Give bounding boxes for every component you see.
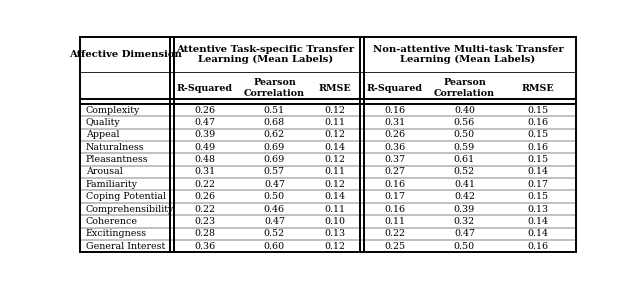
Text: 0.12: 0.12 xyxy=(324,155,345,164)
Text: Familiarity: Familiarity xyxy=(86,180,138,189)
Text: 0.69: 0.69 xyxy=(264,143,285,152)
Text: 0.31: 0.31 xyxy=(195,167,216,176)
Text: 0.23: 0.23 xyxy=(195,217,216,226)
Text: 0.22: 0.22 xyxy=(195,180,216,189)
Text: 0.49: 0.49 xyxy=(195,143,216,152)
Text: RMSE: RMSE xyxy=(521,84,554,93)
Text: 0.47: 0.47 xyxy=(264,217,285,226)
Text: 0.39: 0.39 xyxy=(454,204,475,214)
Text: Non-attentive Multi-task Transfer
Learning (Mean Labels): Non-attentive Multi-task Transfer Learni… xyxy=(372,45,563,64)
Text: 0.31: 0.31 xyxy=(385,118,406,127)
Text: 0.51: 0.51 xyxy=(264,106,285,114)
Text: 0.16: 0.16 xyxy=(527,143,548,152)
Text: 0.26: 0.26 xyxy=(195,192,216,201)
Text: 0.57: 0.57 xyxy=(264,167,285,176)
Text: 0.50: 0.50 xyxy=(264,192,285,201)
Text: 0.14: 0.14 xyxy=(324,192,345,201)
Text: 0.16: 0.16 xyxy=(385,204,406,214)
Text: 0.47: 0.47 xyxy=(454,229,475,238)
Text: 0.11: 0.11 xyxy=(385,217,406,226)
Text: R-Squared: R-Squared xyxy=(367,84,423,93)
Text: Excitingness: Excitingness xyxy=(86,229,147,238)
Text: 0.11: 0.11 xyxy=(324,204,345,214)
Text: 0.11: 0.11 xyxy=(324,118,345,127)
Text: Pearson
Correlation: Pearson Correlation xyxy=(244,78,305,98)
Text: 0.46: 0.46 xyxy=(264,204,285,214)
Text: 0.52: 0.52 xyxy=(454,167,475,176)
Text: 0.25: 0.25 xyxy=(385,242,406,251)
Text: 0.12: 0.12 xyxy=(324,242,345,251)
Text: Affective Dimension: Affective Dimension xyxy=(68,50,182,59)
Text: 0.62: 0.62 xyxy=(264,130,285,139)
Text: 0.27: 0.27 xyxy=(385,167,406,176)
Text: Complexity: Complexity xyxy=(86,106,140,114)
Text: 0.39: 0.39 xyxy=(195,130,216,139)
Text: 0.36: 0.36 xyxy=(385,143,406,152)
Text: Pearson
Correlation: Pearson Correlation xyxy=(434,78,495,98)
Text: 0.47: 0.47 xyxy=(264,180,285,189)
Text: 0.22: 0.22 xyxy=(385,229,406,238)
Text: 0.36: 0.36 xyxy=(195,242,216,251)
Text: 0.16: 0.16 xyxy=(385,106,406,114)
Text: Attentive Task-specific Transfer
Learning (Mean Labels): Attentive Task-specific Transfer Learnin… xyxy=(176,45,355,64)
Text: Pleasantness: Pleasantness xyxy=(86,155,148,164)
Text: 0.13: 0.13 xyxy=(324,229,345,238)
Text: 0.26: 0.26 xyxy=(385,130,406,139)
Text: 0.41: 0.41 xyxy=(454,180,475,189)
Text: 0.40: 0.40 xyxy=(454,106,475,114)
Text: 0.47: 0.47 xyxy=(195,118,216,127)
Text: 0.26: 0.26 xyxy=(195,106,216,114)
Text: 0.13: 0.13 xyxy=(527,204,548,214)
Text: Naturalness: Naturalness xyxy=(86,143,145,152)
Text: 0.17: 0.17 xyxy=(385,192,406,201)
Text: 0.14: 0.14 xyxy=(324,143,345,152)
Text: 0.32: 0.32 xyxy=(454,217,475,226)
Text: Coherence: Coherence xyxy=(86,217,138,226)
Text: 0.68: 0.68 xyxy=(264,118,285,127)
Text: 0.16: 0.16 xyxy=(527,118,548,127)
Text: R-Squared: R-Squared xyxy=(177,84,233,93)
Text: 0.22: 0.22 xyxy=(195,204,216,214)
Text: 0.17: 0.17 xyxy=(527,180,548,189)
Text: 0.12: 0.12 xyxy=(324,180,345,189)
Text: Comprehensibility: Comprehensibility xyxy=(86,204,174,214)
Text: 0.10: 0.10 xyxy=(324,217,345,226)
Text: 0.14: 0.14 xyxy=(527,167,548,176)
Text: 0.14: 0.14 xyxy=(527,217,548,226)
Text: 0.61: 0.61 xyxy=(454,155,475,164)
Text: 0.50: 0.50 xyxy=(454,242,475,251)
Text: 0.60: 0.60 xyxy=(264,242,285,251)
Text: 0.16: 0.16 xyxy=(527,242,548,251)
Text: 0.12: 0.12 xyxy=(324,106,345,114)
Text: 0.16: 0.16 xyxy=(385,180,406,189)
Text: 0.56: 0.56 xyxy=(454,118,475,127)
Text: 0.15: 0.15 xyxy=(527,192,548,201)
Text: 0.11: 0.11 xyxy=(324,167,345,176)
Text: 0.48: 0.48 xyxy=(195,155,216,164)
Text: Coping Potential: Coping Potential xyxy=(86,192,166,201)
Text: Quality: Quality xyxy=(86,118,121,127)
Text: 0.52: 0.52 xyxy=(264,229,285,238)
Text: 0.15: 0.15 xyxy=(527,106,548,114)
Text: Appeal: Appeal xyxy=(86,130,120,139)
Text: 0.42: 0.42 xyxy=(454,192,475,201)
Text: 0.12: 0.12 xyxy=(324,130,345,139)
Text: 0.69: 0.69 xyxy=(264,155,285,164)
Text: RMSE: RMSE xyxy=(318,84,351,93)
Text: 0.59: 0.59 xyxy=(454,143,475,152)
Text: General Interest: General Interest xyxy=(86,242,165,251)
Text: 0.15: 0.15 xyxy=(527,130,548,139)
Text: 0.15: 0.15 xyxy=(527,155,548,164)
Text: 0.28: 0.28 xyxy=(195,229,216,238)
Text: Arousal: Arousal xyxy=(86,167,123,176)
Text: 0.50: 0.50 xyxy=(454,130,475,139)
Text: 0.14: 0.14 xyxy=(527,229,548,238)
Text: 0.37: 0.37 xyxy=(385,155,406,164)
